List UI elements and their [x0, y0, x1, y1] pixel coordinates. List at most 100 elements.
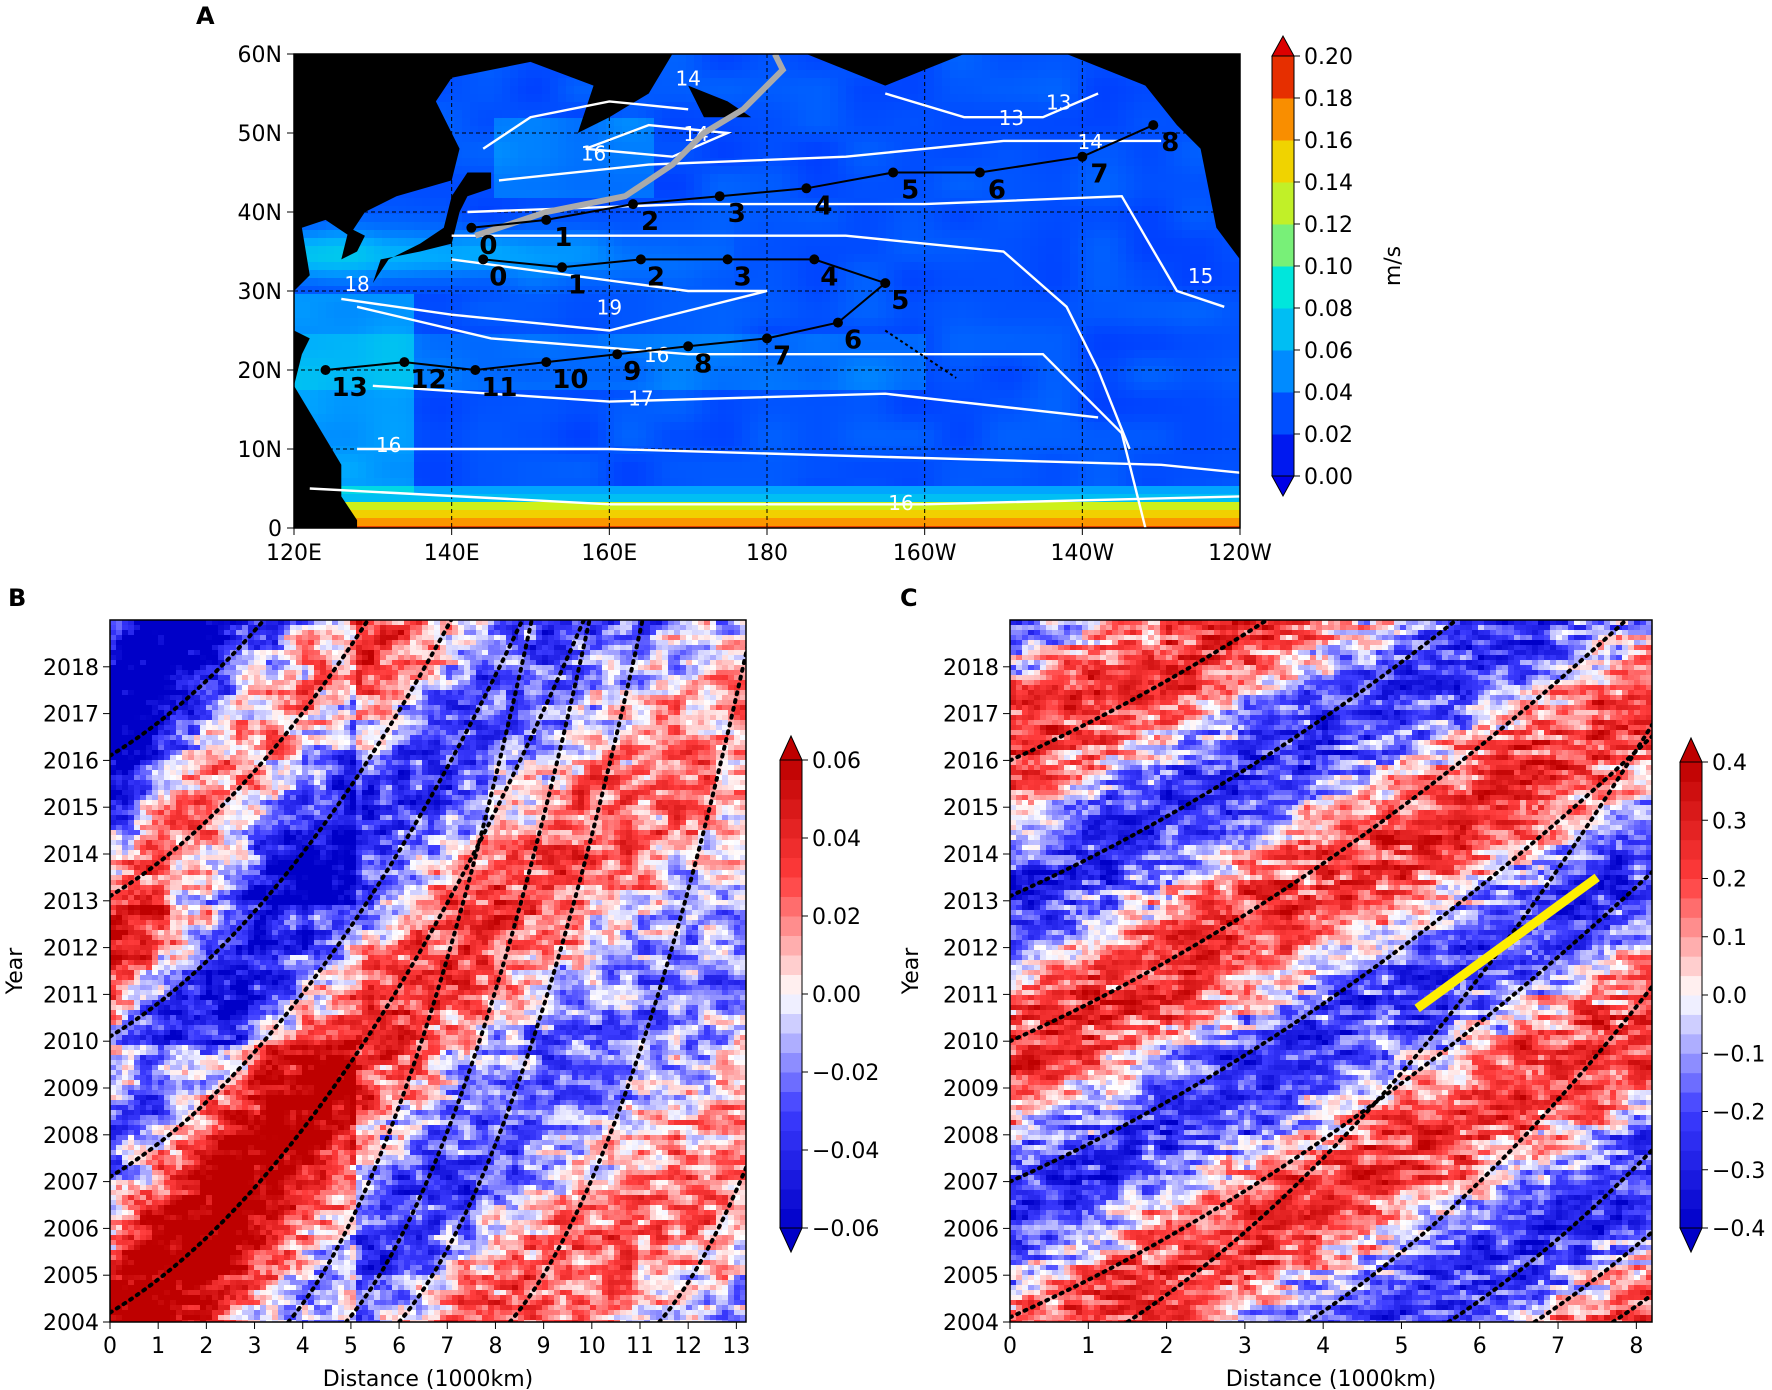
cbarC-tick-5: 0.1 [1712, 926, 1747, 951]
route-north-point-5 [888, 167, 899, 178]
heatB-xtick-13: 13 [722, 1334, 750, 1359]
heatB-rossby-curve-0 [110, 620, 586, 1315]
contour-7 [356, 305, 1147, 528]
route-south-label-11: 11 [481, 373, 517, 403]
contour-label-12: 16 [888, 491, 913, 515]
contour-label-6: 16 [581, 142, 606, 166]
heatC-xtick-8: 8 [1629, 1334, 1643, 1359]
land-5 [948, 54, 1240, 260]
route-north-point-6 [974, 167, 985, 178]
frame-c [1009, 619, 1653, 1323]
route-south-label-10: 10 [552, 365, 588, 395]
cbarB-tick-3: 0.00 [812, 983, 861, 1008]
a-xtick-2: 160E [581, 541, 637, 566]
heatC-xtick-7: 7 [1551, 1334, 1565, 1359]
route-north-point-1 [541, 214, 552, 225]
contour-4 [467, 194, 1225, 308]
heatB-rossby-curve-2 [110, 620, 454, 1039]
route-south-point-4 [809, 254, 820, 265]
yellow-highlight-line [1414, 873, 1600, 1013]
xlabel-b: Distance (1000km) [323, 1367, 534, 1390]
heatB-rossby-curve-5 [286, 620, 534, 1322]
route-south-label-5: 5 [891, 286, 909, 316]
route-south-label-12: 12 [410, 365, 446, 395]
route-north-point-0 [466, 222, 477, 233]
heatB-rossby-curve-8 [507, 644, 746, 1322]
land-2 [372, 172, 492, 284]
route-south-point-11 [470, 365, 481, 375]
route-north-label-2: 2 [641, 207, 659, 237]
route-south-label-13: 13 [332, 373, 368, 403]
heatB-ytick-1: 2005 [43, 1264, 99, 1289]
heatC-rossby-curve-0 [1010, 870, 1652, 1320]
xlabel-c: Distance (1000km) [1226, 1367, 1437, 1390]
heatC-xtick-0: 0 [1003, 1334, 1017, 1359]
heatC-rossby-curve-5 [1125, 722, 1652, 1322]
cbarC-tick-8: 0.4 [1712, 751, 1747, 776]
heatB-rossby-curve-9 [657, 1162, 746, 1322]
heatC-xtick-3: 3 [1238, 1334, 1252, 1359]
heatC-ytick-7: 2011 [943, 983, 999, 1008]
a-cbar-tick-3: 0.06 [1304, 339, 1353, 364]
contour-label-3: 13 [999, 106, 1024, 130]
frame-b [109, 619, 747, 1323]
heatC-rossby-curve-3 [1010, 620, 1460, 899]
route-north-point-3 [714, 191, 725, 202]
heatC-ytick-8: 2012 [943, 937, 999, 962]
route-south-point-5 [880, 278, 891, 289]
heatB-ytick-3: 2007 [43, 1171, 99, 1196]
heatC-ytick-0: 2004 [943, 1311, 999, 1336]
cbarB-tick-2: −0.02 [812, 1061, 879, 1086]
route-north-label-0: 0 [479, 231, 497, 261]
a-ytick-0: 0 [268, 517, 282, 542]
heatC-rossby-curve-1 [1010, 734, 1652, 1184]
heatC-ytick-10: 2014 [943, 843, 999, 868]
route-south-label-8: 8 [694, 349, 712, 379]
route-south-point-13 [320, 365, 331, 375]
contour-label-2: 13 [1046, 90, 1071, 114]
heatC-rossby-curve-7 [1446, 1148, 1652, 1322]
contour-8 [372, 384, 1099, 419]
route-south-point-2 [635, 254, 646, 265]
heatC-ytick-11: 2015 [943, 796, 999, 821]
heatB-rossby-curve-1 [110, 620, 525, 1179]
route-north-point-2 [627, 199, 638, 210]
route-south-point-1 [557, 262, 568, 273]
contour-5 [451, 234, 1131, 450]
a-ytick-3: 30N [238, 280, 282, 305]
hovmoller-c [1010, 620, 1652, 1322]
route-south-label-7: 7 [773, 341, 791, 371]
route-south-label-2: 2 [647, 262, 665, 292]
heatC-ytick-9: 2013 [943, 890, 999, 915]
contour-10 [309, 487, 1240, 506]
heatB-ytick-14: 2018 [43, 656, 99, 681]
hovmoller-b [110, 620, 746, 1322]
heatC-rossby-curve-4 [1010, 620, 1271, 763]
a-ytick-1: 10N [238, 438, 282, 463]
heatC-ytick-1: 2005 [943, 1264, 999, 1289]
heatB-ytick-7: 2011 [43, 983, 99, 1008]
cbarB-tick-6: 0.06 [812, 749, 861, 774]
axes-c: 0 1 2 3 4 5 6 7 8 2004 2005 2006 2007 2008 2009 2010 201… [943, 656, 1643, 1359]
route-south-point-7 [762, 333, 772, 344]
heatC-rossby-curve-9 [1610, 1292, 1652, 1322]
heatC-xtick-4: 4 [1316, 1334, 1330, 1359]
route-north-label-3: 3 [728, 199, 746, 229]
heatB-ytick-5: 2009 [43, 1077, 99, 1102]
route-south-point-6 [832, 317, 843, 328]
route-north-label-1: 1 [554, 223, 572, 253]
heatB-ytick-9: 2013 [43, 890, 99, 915]
a-ytick-2: 20N [238, 359, 282, 384]
cbarB-tick-5: 0.04 [812, 827, 861, 852]
cbarB-tick-4: 0.02 [812, 905, 861, 930]
heatC-ytick-3: 2007 [943, 1171, 999, 1196]
heatC-xtick-1: 1 [1081, 1334, 1095, 1359]
cbarC-tick-1: −0.3 [1712, 1159, 1765, 1184]
colorbar-a: 0.00 0.02 0.04 0.06 0.08 0.10 0.12 0.14 0.16 0.18… [1271, 34, 1406, 498]
a-cbar-tick-0: 0.00 [1304, 465, 1353, 490]
a-xtick-6: 120W [1208, 541, 1272, 566]
contour-label-9: 16 [644, 343, 669, 367]
heatC-ytick-12: 2016 [943, 749, 999, 774]
